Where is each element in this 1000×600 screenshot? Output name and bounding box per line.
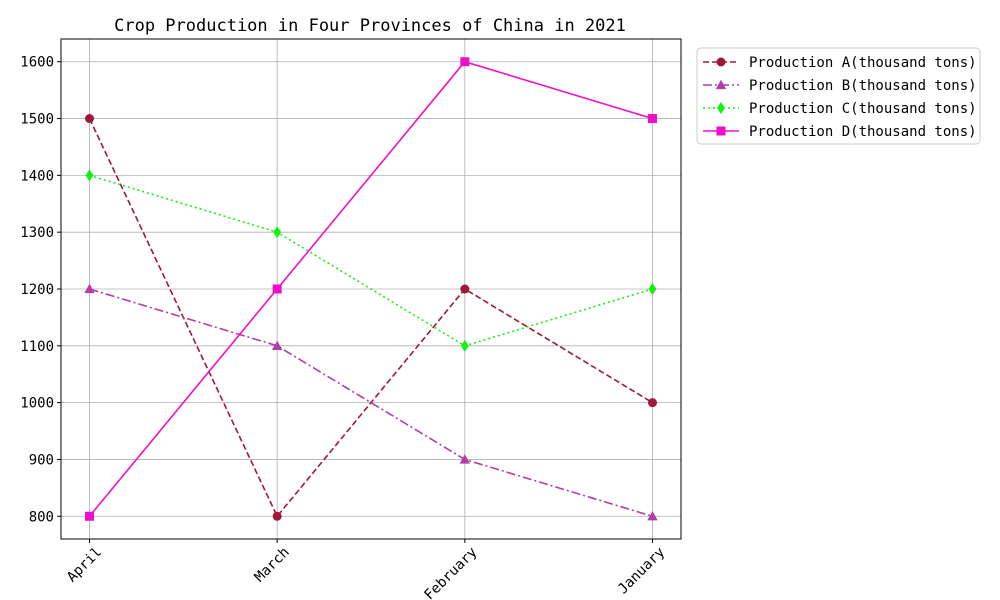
x-tick-label: March: [252, 544, 293, 585]
series-1-line: [88, 118, 653, 518]
series-1-point: [648, 398, 657, 408]
legend-marker: [717, 102, 725, 114]
legend: Production A(thousand tons) Production B(…: [696, 47, 981, 145]
series-4-point: [272, 284, 282, 294]
series-1-point: [460, 284, 470, 294]
x-tick-label: February: [421, 544, 480, 600]
series-layer: [84, 57, 658, 521]
x-tick-label: January: [615, 544, 668, 597]
series-4: [85, 57, 657, 521]
series-3: [85, 169, 657, 352]
y-tick-label: 1500: [20, 112, 54, 128]
x-tick-label: April: [64, 544, 105, 585]
series-2-point: [271, 340, 283, 350]
series-4-point: [648, 114, 657, 124]
series-3-point: [273, 226, 282, 239]
legend-label: Production B(thousand tons): [749, 78, 977, 94]
x-axis-ticks: April March February January: [64, 539, 668, 600]
series-1-point: [272, 511, 282, 521]
legend-item-3: Production C(thousand tons): [703, 101, 977, 117]
y-tick-label: 1300: [20, 225, 54, 241]
series-2-line: [89, 288, 653, 518]
series-3-point: [648, 283, 657, 295]
series-3-point: [460, 339, 469, 352]
legend-marker: [716, 57, 726, 67]
series-4-line: [88, 60, 653, 517]
legend-box: [696, 47, 981, 145]
legend-item-4: Production D(thousand tons): [703, 124, 977, 140]
series-2-point: [459, 454, 471, 464]
legend-marker: [716, 126, 726, 136]
series-3-point: [85, 169, 94, 182]
series-2: [84, 283, 658, 521]
series-3-line: [89, 174, 653, 347]
series-2-point: [84, 283, 95, 294]
legend-label: Production D(thousand tons): [749, 124, 977, 140]
y-axis-ticks: 800 900 1000 1100 1200 1300 1400 1500 1600: [20, 55, 61, 525]
legend-label: Production A(thousand tons): [749, 55, 977, 71]
legend-items: Production A(thousand tons) Production B(…: [703, 55, 977, 140]
series-4-point: [460, 57, 470, 67]
y-tick-label: 1000: [20, 396, 54, 412]
legend-label: Production C(thousand tons): [749, 101, 977, 117]
y-tick-label: 1400: [20, 168, 54, 184]
legend-marker: [715, 79, 727, 90]
series-1-point: [85, 114, 94, 124]
legend-item-2: Production B(thousand tons): [703, 78, 977, 94]
y-tick-label: 1200: [20, 282, 54, 298]
y-tick-label: 1100: [20, 339, 54, 355]
y-tick-label: 1600: [20, 55, 54, 71]
chart-title: Crop Production in Four Provinces of Chi…: [114, 16, 626, 36]
series-2-point: [647, 511, 658, 521]
y-tick-label: 900: [29, 452, 54, 468]
legend-item-1: Production A(thousand tons): [703, 55, 977, 71]
series-4-point: [85, 511, 94, 521]
y-tick-label: 800: [29, 509, 54, 525]
